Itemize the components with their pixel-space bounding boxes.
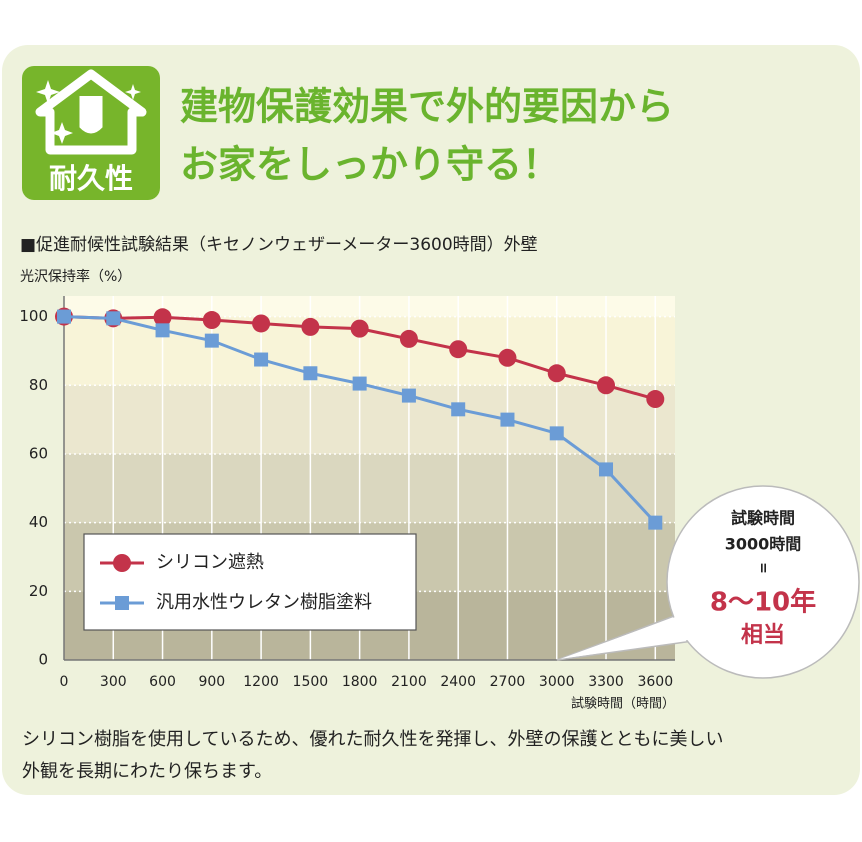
x-tick-label: 300 [100,674,127,690]
x-axis-label: 試験時間（時間） [571,696,675,712]
x-tick-label: 2100 [391,674,427,690]
marker [646,390,665,409]
callout-pointer-cover [560,612,701,659]
y-tick-label: 100 [19,307,48,325]
marker [115,596,129,610]
callout-text: 相当 [741,623,785,648]
badge-icon: 耐久性 [22,66,160,200]
callout-text: 3000時間 [725,535,802,554]
y-tick-label: 0 [38,651,48,669]
x-tick-label: 2700 [490,674,526,690]
x-tick-label: 2400 [440,674,476,690]
callout-text: 試験時間 [731,509,795,528]
x-tick-label: 600 [149,674,176,690]
marker [113,554,131,572]
badge-label: 耐久性 [49,162,133,195]
y-tick-label: 20 [29,582,48,600]
marker [500,412,515,427]
marker [597,376,616,395]
marker [106,311,121,326]
marker [301,317,320,336]
callout-text: 8〜10年 [710,587,816,618]
x-tick-label: 1800 [342,674,378,690]
marker [547,364,566,383]
marker [399,329,418,348]
marker [401,388,416,403]
marker [202,311,221,330]
marker [451,402,466,417]
headline: 建物保護効果で外的要因から [180,84,674,129]
y-axis-label: 光沢保持率（%） [20,268,131,285]
marker [352,376,367,391]
y-tick-label: 60 [29,444,48,462]
marker [153,308,172,327]
marker [204,333,219,348]
x-tick-label: 1200 [243,674,279,690]
marker [57,309,71,324]
legend-label: 汎用水性ウレタン樹脂塗料 [156,591,372,613]
headline: お家をしっかり守る！ [180,142,560,187]
x-tick-label: 900 [198,674,225,690]
chart-title: ■促進耐候性試験結果（キセノンウェザーメーター3600時間）外壁 [20,235,538,255]
legend-label: シリコン遮熱 [156,552,264,573]
x-tick-label: 3600 [637,674,673,690]
band [64,453,675,523]
callout-bubble [666,485,860,679]
marker [449,340,468,359]
marker [155,323,170,338]
y-tick-label: 80 [29,376,48,394]
marker [599,462,614,477]
marker [252,314,271,333]
legend-box [83,533,417,631]
x-tick-label: 3000 [539,674,575,690]
marker [648,515,663,530]
x-tick-label: 1500 [293,674,329,690]
callout-text: = [755,562,771,574]
marker [498,348,517,367]
plot: 0 20 40 60 80 100 0 300 600 900 1200 1500 1800 2100 24… [19,296,860,690]
x-tick-label: 0 [60,674,69,690]
body-text: 外観を長期にわたり保ちます。 [22,761,272,782]
x-tick-label: 3300 [588,674,624,690]
marker [254,352,269,367]
marker [549,426,564,441]
band [64,296,675,317]
marker [303,366,318,381]
band [64,385,675,454]
marker [350,319,369,338]
y-tick-label: 40 [29,513,48,531]
body-text: シリコン樹脂を使用しているため、優れた耐久性を発揮し、外壁の保護とともに美しい [22,729,723,750]
